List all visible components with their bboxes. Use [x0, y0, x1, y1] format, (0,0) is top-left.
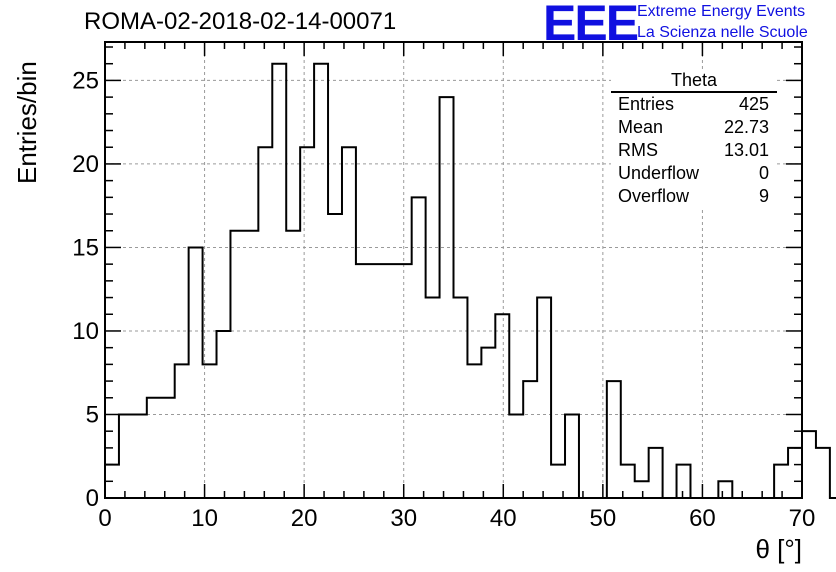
histogram-bin: [565, 414, 579, 498]
x-tick-label: 60: [689, 505, 716, 532]
stats-value: 425: [738, 94, 769, 114]
x-tick-label: 40: [490, 505, 517, 532]
histogram-bin: [286, 231, 300, 498]
histogram-bin: [649, 448, 663, 498]
stats-box: Theta Entries 425 Mean 22.73 RMS 13.01 U…: [611, 70, 777, 208]
histogram-bin: [230, 231, 244, 498]
x-tick-label: 30: [390, 505, 417, 532]
stats-value: 9: [758, 186, 769, 206]
histogram-bin: [774, 465, 788, 498]
stats-row-overflow: Overflow 9: [611, 185, 777, 208]
stats-label: Entries: [618, 94, 675, 114]
histogram-bin: [454, 298, 468, 498]
histogram-bin: [189, 247, 203, 498]
logo-tagline-1: Extreme Energy Events: [637, 3, 806, 20]
histogram-bin: [412, 197, 426, 498]
y-tick-label: 5: [86, 401, 99, 428]
histogram-bin: [677, 465, 691, 498]
histogram-series: [104, 62, 836, 499]
stats-label: Underflow: [618, 163, 700, 183]
histogram-bin: [342, 147, 356, 498]
histogram-bin: [244, 231, 258, 498]
stats-label: Mean: [618, 117, 664, 137]
histogram-bin: [203, 364, 217, 498]
run-title: ROMA-02-2018-02-14-00071: [84, 8, 397, 35]
histogram-bin: [509, 414, 523, 498]
y-tick-label: 15: [72, 234, 99, 261]
histogram-bin: [217, 331, 231, 498]
histogram-bin: [133, 414, 147, 498]
stats-row-entries: Entries 425: [611, 93, 777, 116]
y-tick-label: 25: [72, 67, 99, 94]
histogram-bin: [272, 64, 286, 498]
x-tick-label: 10: [191, 505, 218, 532]
histogram-bin: [467, 364, 481, 498]
stats-value: 22.73: [723, 117, 769, 137]
y-tick-label: 10: [72, 318, 99, 345]
histogram-bin: [356, 264, 370, 498]
stats-title: Theta: [611, 70, 777, 93]
histogram-bin: [258, 147, 272, 498]
stats-label: RMS: [618, 140, 658, 160]
x-tick-label: 70: [789, 505, 816, 532]
y-axis-label: Entries/bin: [12, 61, 42, 184]
histogram-bin: [788, 448, 802, 498]
histogram-bin: [635, 481, 649, 498]
y-tick-label: 20: [72, 151, 99, 178]
y-axis-label-wrapper: Entries/bin: [8, 61, 42, 184]
histogram-bin: [398, 264, 412, 498]
x-tick-label: 20: [291, 505, 318, 532]
histogram-bin: [314, 64, 328, 498]
x-axis-label: θ [°]: [755, 534, 802, 564]
stats-value: 13.01: [723, 140, 769, 160]
histogram-bin: [300, 147, 314, 498]
histogram-bin: [607, 381, 621, 498]
histogram-bin: [161, 398, 175, 498]
histogram-bin: [440, 97, 454, 498]
histogram-bin: [426, 298, 440, 498]
x-tick-label: 50: [590, 505, 617, 532]
logo-tagline-2: La Scienza nelle Scuole: [637, 24, 808, 41]
histogram-bin: [370, 264, 384, 498]
histogram-bin: [175, 364, 189, 498]
histogram-bin: [384, 264, 398, 498]
stats-row-rms: RMS 13.01: [611, 139, 777, 162]
stats-label: Overflow: [618, 186, 690, 206]
stats-value: 0: [758, 163, 769, 183]
histogram-bin: [816, 448, 830, 498]
histogram-bin: [147, 398, 161, 498]
y-tick-label: 0: [86, 485, 99, 512]
eee-logo: EEE: [543, 0, 639, 51]
stats-row-underflow: Underflow 0: [611, 162, 777, 185]
histogram-bin: [481, 348, 495, 498]
histogram-bin: [523, 381, 537, 498]
histogram-bin: [328, 214, 342, 498]
histogram-bin: [495, 314, 509, 498]
histogram-bin: [802, 431, 816, 498]
histogram-bin: [537, 298, 551, 498]
histogram-bin: [718, 481, 732, 498]
plot-frame: [104, 41, 803, 499]
stats-row-mean: Mean 22.73: [611, 116, 777, 139]
x-tick-label: 0: [98, 505, 111, 532]
histogram-bin: [119, 414, 133, 498]
